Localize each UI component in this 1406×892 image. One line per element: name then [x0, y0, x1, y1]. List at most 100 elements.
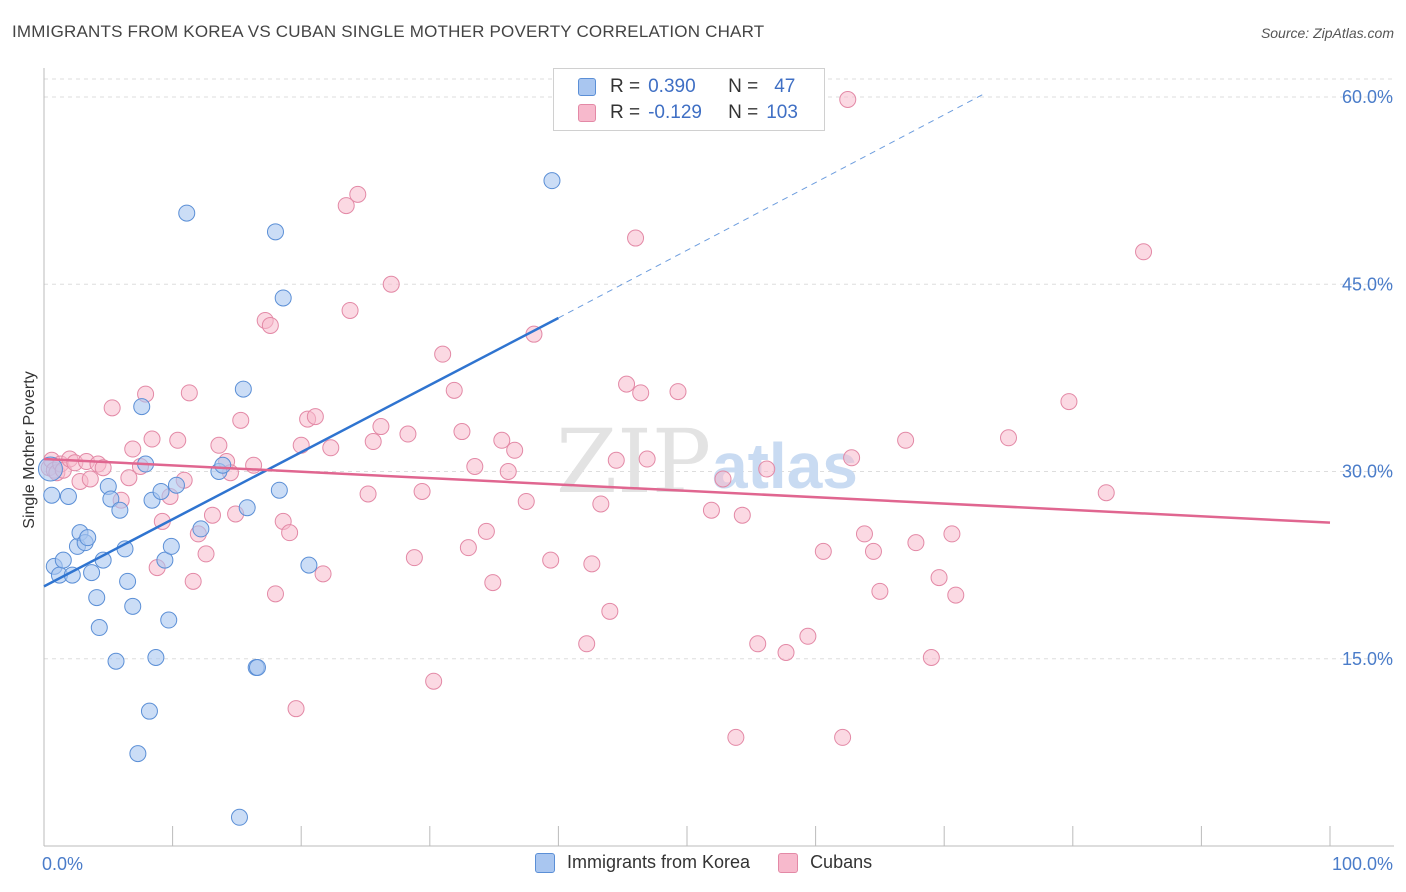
- cubans-point: [897, 431, 915, 449]
- cubans-point: [184, 572, 202, 590]
- watermark-atlas: atlas: [712, 430, 858, 502]
- cubans-point: [499, 463, 517, 480]
- legend-item-korea[interactable]: Immigrants from Korea: [535, 852, 750, 873]
- cubans-point: [81, 470, 99, 488]
- cubans-point: [169, 431, 187, 449]
- korea-point: [300, 556, 318, 574]
- cubans-point: [287, 700, 305, 718]
- cubans-point: [1135, 243, 1153, 261]
- cubans-point: [632, 384, 650, 402]
- legend-row-korea: R = 0.390 N = 47: [578, 74, 795, 100]
- cubans-point: [232, 411, 250, 429]
- cubans-point: [322, 439, 340, 457]
- korea-point: [266, 223, 284, 241]
- legend-n-value: 47: [774, 76, 796, 97]
- korea-point: [79, 529, 97, 547]
- korea-point: [90, 619, 108, 637]
- y-tick-label: 45.0%: [1342, 274, 1393, 294]
- korea-point: [140, 702, 158, 720]
- cubans-point: [749, 635, 767, 653]
- korea-point: [119, 572, 137, 590]
- y-tick-label: 30.0%: [1342, 462, 1393, 482]
- korea-points: [37, 172, 561, 826]
- trend-lines: [43, 94, 1331, 588]
- cubans-point: [493, 431, 511, 449]
- cubans-point: [777, 644, 795, 662]
- korea-point: [162, 537, 180, 555]
- cubans-point: [341, 301, 359, 319]
- korea-point: [43, 486, 61, 504]
- cubans-point: [864, 542, 882, 560]
- cubans-point: [947, 586, 965, 604]
- cubans-point: [459, 539, 477, 557]
- cubans-point: [799, 627, 817, 645]
- cubans-point: [306, 408, 324, 426]
- cubans-point: [399, 425, 417, 443]
- cubans-point: [413, 482, 431, 500]
- cubans-point: [466, 458, 484, 476]
- cubans-point: [506, 441, 524, 459]
- korea-point: [83, 564, 101, 582]
- y-tick-label: 60.0%: [1342, 87, 1393, 107]
- cubans-point: [266, 585, 284, 603]
- korea-trendline: [43, 316, 559, 588]
- korea-point: [543, 172, 561, 190]
- korea-point: [156, 551, 174, 569]
- cubans-point: [922, 649, 940, 667]
- cubans-point: [727, 728, 745, 746]
- cubans-point: [855, 525, 873, 543]
- legend-r-value: -0.129: [648, 102, 702, 123]
- cubans-point: [627, 229, 645, 247]
- cubans-point: [477, 522, 495, 540]
- chart-title: IMMIGRANTS FROM KOREA VS CUBAN SINGLE MO…: [12, 22, 765, 41]
- cubans-point: [103, 399, 121, 417]
- korea-point: [124, 597, 142, 615]
- cubans-point: [733, 506, 751, 524]
- cubans-point: [314, 565, 332, 583]
- cubans-point: [337, 197, 355, 215]
- korea-point: [59, 487, 77, 505]
- cubans-point: [445, 381, 463, 399]
- korea-point: [214, 456, 232, 474]
- cubans-point: [601, 602, 619, 620]
- cubans-trendline: [43, 457, 1331, 524]
- cubans-point: [364, 433, 382, 451]
- grid-lines: [44, 78, 1394, 660]
- korea-point: [248, 658, 266, 676]
- korea-point: [102, 490, 120, 508]
- cubans-point: [143, 430, 161, 448]
- cubans-point: [120, 469, 138, 487]
- cubans-point: [203, 506, 221, 524]
- korea-point: [129, 745, 147, 763]
- legend-row-cubans: R = -0.129 N = 103: [578, 100, 798, 126]
- cubans-point: [843, 449, 861, 467]
- korea-point: [178, 204, 196, 222]
- cubans-point: [434, 345, 452, 363]
- legend-item-cubans[interactable]: Cubans: [778, 852, 872, 873]
- series-legend: Immigrants from Korea Cubans: [535, 852, 900, 873]
- cubans-point: [702, 501, 720, 519]
- cubans-point: [1097, 484, 1115, 502]
- korea-legend-icon: [535, 852, 555, 873]
- cubans-point: [542, 551, 560, 569]
- cubans-point: [484, 574, 502, 592]
- cubans-point: [1000, 429, 1017, 447]
- y-tick-label: 15.0%: [1342, 649, 1393, 669]
- korea-point: [160, 611, 178, 629]
- korea-point: [238, 499, 256, 517]
- watermark-zip: ZIP: [556, 410, 711, 513]
- cubans-point: [669, 383, 687, 401]
- legend-label-cubans: Cubans: [810, 852, 873, 872]
- legend-n-label: N =: [728, 102, 759, 123]
- cubans-point: [578, 635, 596, 653]
- cubans-point: [453, 423, 471, 441]
- legend-r-value: 0.390: [648, 76, 696, 97]
- korea-point: [147, 649, 165, 667]
- cubans-point: [425, 672, 443, 690]
- cubans-point: [210, 436, 228, 454]
- cubans-point: [517, 492, 535, 510]
- cubans-point: [261, 316, 279, 334]
- cubans-point: [871, 582, 889, 600]
- x-tick-label-min: 0.0%: [42, 854, 83, 874]
